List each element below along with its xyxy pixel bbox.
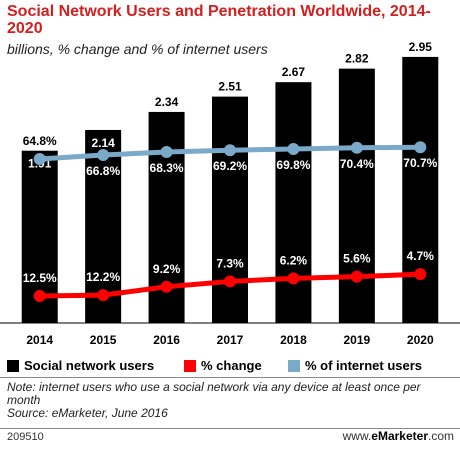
bar (338, 68, 375, 323)
penetration-label: 64.8% (23, 134, 57, 148)
penetration-point (414, 141, 427, 154)
change-label: 9.2% (153, 262, 181, 276)
penetration-label: 69.2% (213, 159, 247, 173)
change-label: 4.7% (407, 249, 435, 263)
chart-id: 209510 (7, 431, 44, 443)
bar-value-label: 2.95 (409, 40, 433, 54)
source-text: Source: eMarketer, June 2016 (7, 406, 168, 420)
x-tick-label: 2015 (90, 333, 117, 347)
penetration-label: 66.8% (86, 164, 120, 178)
legend-item-penetration: % of internet users (288, 358, 422, 373)
change-label: 5.6% (343, 252, 371, 266)
x-tick-label: 2019 (344, 333, 371, 347)
penetration-label: 68.3% (150, 161, 184, 175)
bar-value-label: 2.34 (155, 95, 179, 109)
penetration-label: 69.8% (276, 158, 310, 172)
bar-value-label: 2.82 (345, 52, 369, 66)
legend-item-change: % change (184, 358, 262, 373)
brand-prefix: www. (342, 429, 372, 443)
penetration-point (287, 143, 300, 155)
penetration-label: 70.7% (403, 156, 437, 170)
x-tick-label: 2018 (280, 333, 307, 347)
change-point (224, 275, 236, 288)
legend-swatch-change (184, 359, 196, 372)
bar-value-label: 2.14 (91, 136, 115, 150)
brand-name: eMarketer (371, 429, 428, 443)
change-point (160, 280, 173, 293)
penetration-point (33, 153, 46, 165)
penetration-label: 70.4% (340, 157, 374, 171)
penetration-point (224, 144, 236, 157)
footer-divider (0, 377, 460, 378)
legend-item-users: Social network users (7, 358, 154, 373)
change-label: 12.2% (86, 270, 120, 284)
chart-title: Social Network Users and Penetration Wor… (7, 3, 431, 37)
x-tick-label: 2017 (217, 333, 244, 347)
x-tick-label: 2014 (26, 333, 53, 347)
brand-suffix: .com (427, 429, 454, 443)
chart-subtitle: billions, % change and % of internet use… (7, 41, 268, 57)
bar-value-label: 2.67 (282, 65, 306, 79)
x-tick-label: 2020 (407, 333, 434, 347)
bar (275, 82, 312, 323)
change-label: 6.2% (280, 253, 308, 267)
brand-link[interactable]: www.eMarketer.com (343, 429, 454, 443)
footer-divider-bottom (0, 428, 460, 429)
bar (402, 56, 439, 323)
bar (212, 96, 248, 324)
change-point (287, 272, 300, 285)
note-text: Note: internet users who use a social ne… (7, 380, 421, 407)
change-label: 7.3% (216, 256, 244, 270)
legend-swatch-penetration (288, 359, 300, 372)
bar-value-label: 2.51 (218, 80, 242, 94)
change-point (33, 290, 46, 302)
change-point (350, 270, 363, 283)
change-point (414, 268, 427, 281)
change-label: 12.5% (23, 271, 57, 285)
legend: Social network users % change % of inter… (0, 356, 460, 376)
penetration-point (350, 141, 363, 154)
penetration-point (97, 149, 110, 161)
chart-area: 1.912.142.342.512.672.822.9564.8%66.8%68… (0, 40, 460, 347)
x-tick-label: 2016 (153, 333, 180, 347)
legend-label-change: % change (201, 358, 262, 373)
footnote: Note: internet users who use a social ne… (7, 381, 455, 420)
penetration-point (160, 146, 173, 158)
change-point (97, 289, 110, 302)
legend-swatch-users (7, 359, 19, 372)
legend-label-penetration: % of internet users (305, 358, 423, 373)
legend-label-users: Social network users (24, 358, 155, 373)
